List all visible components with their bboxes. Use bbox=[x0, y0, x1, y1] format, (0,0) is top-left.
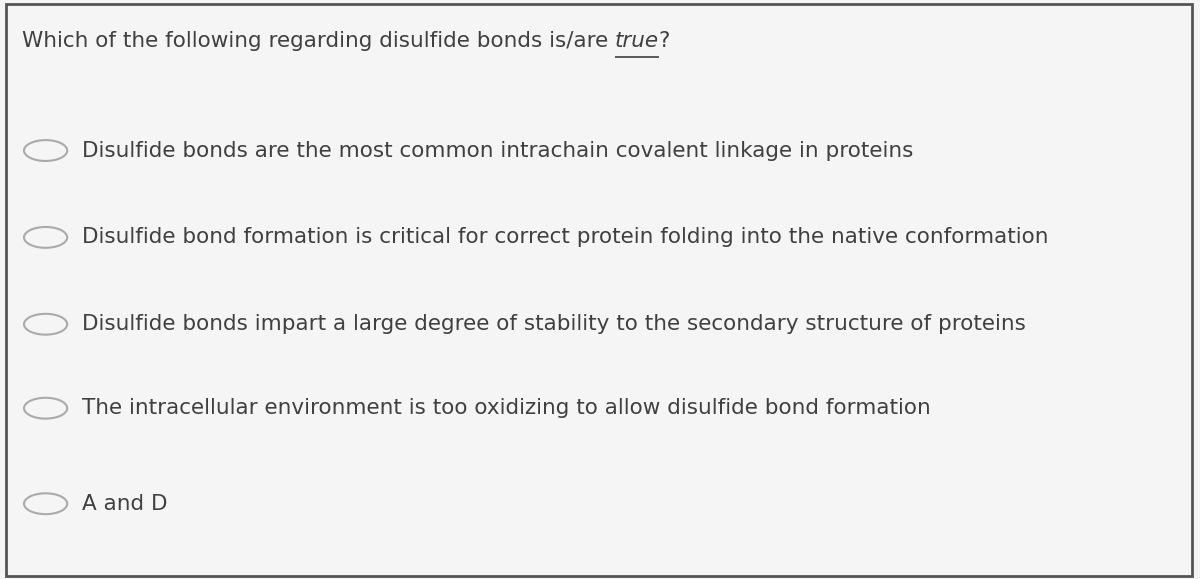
FancyBboxPatch shape bbox=[6, 4, 1192, 576]
Text: true: true bbox=[614, 31, 659, 50]
Text: Disulfide bond formation is critical for correct protein folding into the native: Disulfide bond formation is critical for… bbox=[82, 228, 1048, 247]
Circle shape bbox=[24, 493, 67, 514]
Circle shape bbox=[24, 140, 67, 161]
Text: Disulfide bonds impart a large degree of stability to the secondary structure of: Disulfide bonds impart a large degree of… bbox=[82, 314, 1026, 334]
Text: The intracellular environment is too oxidizing to allow disulfide bond formation: The intracellular environment is too oxi… bbox=[82, 398, 930, 418]
Text: Disulfide bonds are the most common intrachain covalent linkage in proteins: Disulfide bonds are the most common intr… bbox=[82, 141, 913, 160]
Circle shape bbox=[24, 227, 67, 248]
Text: A and D: A and D bbox=[82, 494, 167, 514]
Circle shape bbox=[24, 314, 67, 335]
Text: ?: ? bbox=[659, 31, 671, 50]
Circle shape bbox=[24, 398, 67, 419]
Text: Which of the following regarding disulfide bonds is/are: Which of the following regarding disulfi… bbox=[22, 31, 614, 50]
